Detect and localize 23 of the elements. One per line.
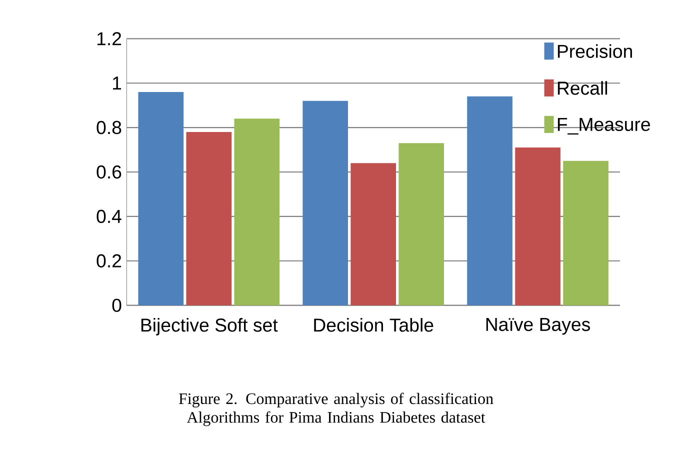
- bar: [138, 92, 184, 306]
- y-tick-label: 0.8: [96, 120, 122, 134]
- y-tick-label: 1.2: [97, 32, 122, 46]
- bar: [515, 148, 560, 306]
- x-tick-label: Decision Table: [314, 318, 434, 332]
- bar: [398, 143, 444, 306]
- legend-label: Recall: [558, 81, 608, 95]
- bar: [302, 100, 348, 306]
- bar: [563, 160, 608, 306]
- bar: [350, 163, 396, 306]
- y-tick-label: 0.6: [96, 165, 122, 179]
- y-tick-label: 0.4: [96, 210, 122, 224]
- caption: Figure 2. Comparative analysis of classification Algorithms for Pima Indians Diabetes dataset: [178, 392, 494, 426]
- x-tick-label: Bijective Soft set: [141, 318, 278, 336]
- y-tick-label: 1: [113, 76, 122, 90]
- bar: [234, 118, 280, 306]
- bar: [467, 96, 512, 306]
- y-tick-label: 0: [112, 298, 122, 312]
- legend-label: F_Measure: [558, 118, 650, 135]
- legend-label: Precision: [558, 44, 632, 58]
- y-tick-label: 0.2: [96, 254, 122, 268]
- x-tick-label: Naïve Bayes: [486, 318, 590, 335]
- bar: [186, 132, 232, 306]
